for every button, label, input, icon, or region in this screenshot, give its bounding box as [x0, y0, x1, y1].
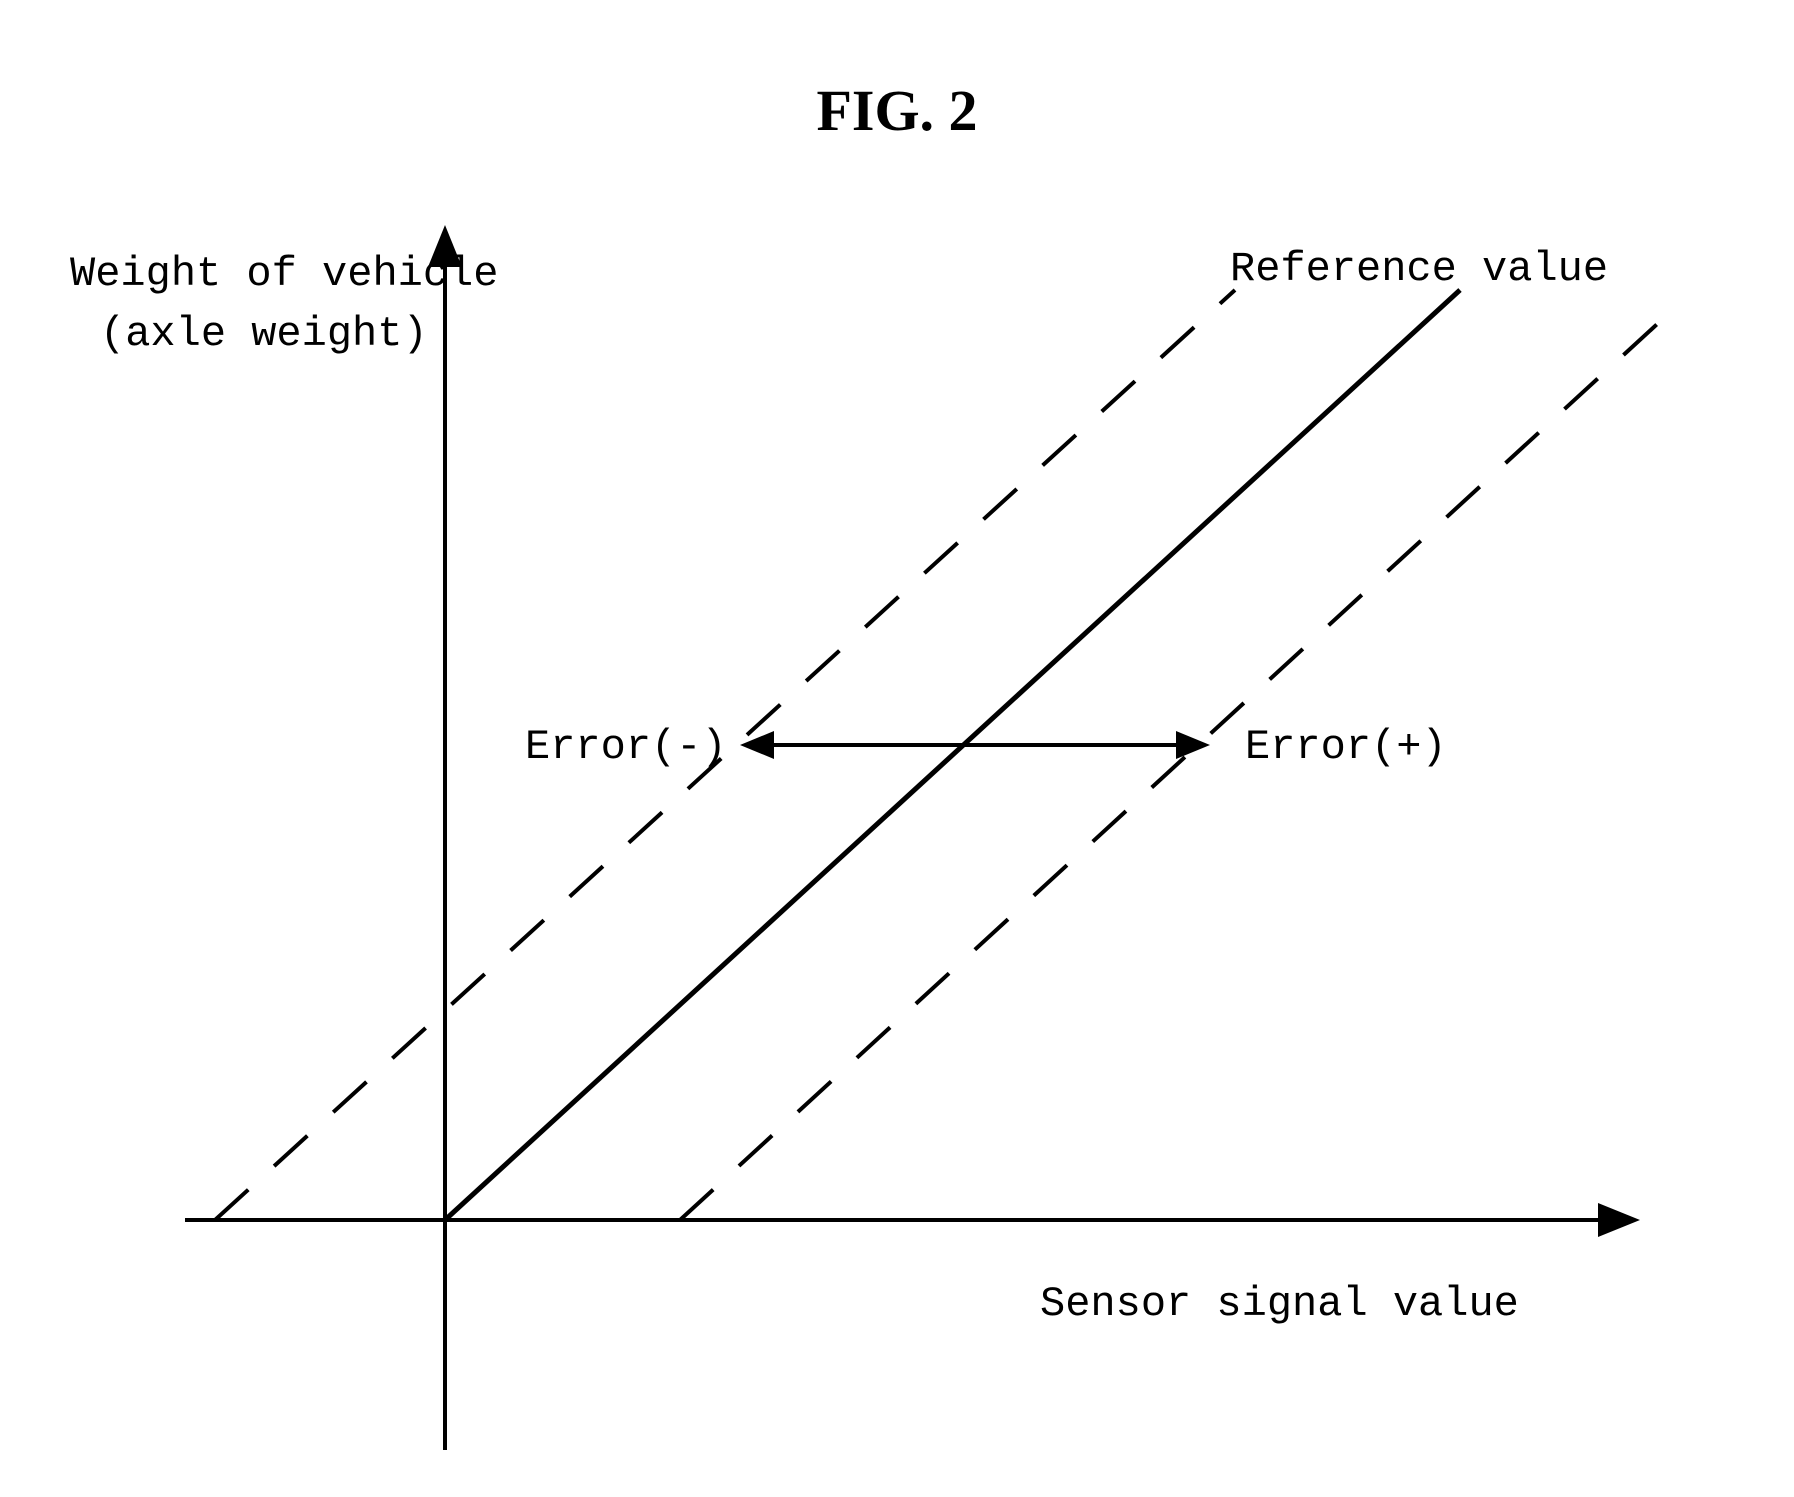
y-axis-label-line2: (axle weight): [100, 310, 428, 358]
figure-title: FIG. 2: [816, 78, 977, 143]
reference-line-label: Reference value: [1230, 245, 1608, 293]
error-minus-label: Error(-): [525, 723, 727, 771]
chart-svg: FIG. 2 Weight of vehicle (axle weight) Sens…: [0, 0, 1794, 1497]
chart-background: [0, 0, 1794, 1497]
y-axis-label-line1: Weight of vehicle: [70, 250, 498, 298]
figure-container: { "figure": { "title": "FIG. 2", "title_…: [0, 0, 1794, 1497]
error-plus-label: Error(+): [1245, 723, 1447, 771]
x-axis-label: Sensor signal value: [1040, 1280, 1519, 1328]
